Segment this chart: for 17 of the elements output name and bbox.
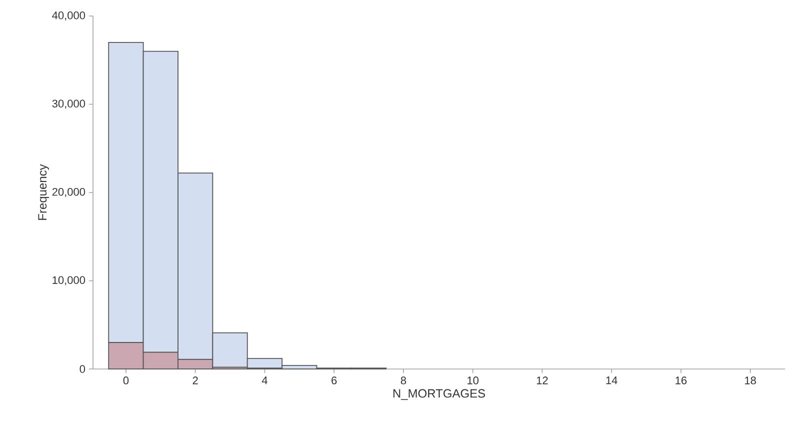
x-tick-label: 18 xyxy=(745,376,756,384)
x-tick-label: 0 xyxy=(123,376,129,384)
y-tick-label: 30,000 xyxy=(52,100,86,109)
y-tick-label: 20,000 xyxy=(52,188,86,198)
x-axis-title: N_MORTGAGES xyxy=(393,389,486,400)
x-tick-label: 12 xyxy=(536,376,548,384)
x-tick-label: 10 xyxy=(468,376,478,384)
x-tick-label: 6 xyxy=(332,376,337,384)
x-tick-label: 14 xyxy=(606,376,618,384)
y-tick-label: 10,000 xyxy=(52,276,86,286)
y-tick-label: 40,000 xyxy=(52,11,86,21)
x-tick-label: 8 xyxy=(400,376,406,384)
x-tick-label: 16 xyxy=(676,376,687,384)
y-tick-label: 0 xyxy=(80,365,86,373)
y-axis-title: Frequency xyxy=(38,164,49,220)
x-tick-label: 4 xyxy=(262,376,268,384)
x-tick-label: 2 xyxy=(192,376,198,384)
